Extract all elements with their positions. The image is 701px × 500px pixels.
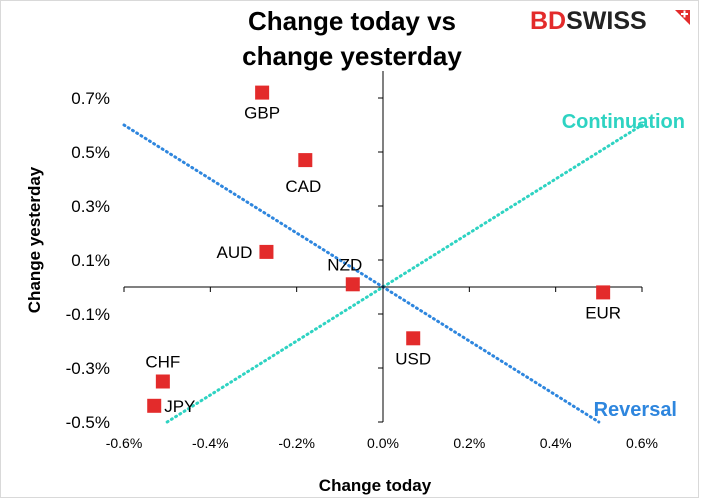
point-jpy-marker [147,398,162,413]
point-nzd-label: NZD [327,255,362,274]
y-tick-labels: 0.7% 0.5% 0.3% 0.1% -0.1% -0.3% -0.5% [66,89,383,432]
y-tick-label: 0.5% [71,143,110,162]
point-cad-marker [298,153,313,168]
y-tick-label: -0.3% [66,359,110,378]
point-gbp-marker [255,85,270,100]
point-usd-label: USD [395,349,431,368]
x-tick-label: 0.6% [626,435,658,451]
reference-line-reversal [122,123,601,424]
x-tick-label: -0.6% [106,435,143,451]
x-tick-label: 0.4% [540,435,572,451]
y-tick-label: 0.3% [71,197,110,216]
reference-lines [122,123,644,424]
y-tick-label: 0.1% [71,251,110,270]
point-aud-marker [259,244,274,259]
point-chf-marker [155,374,170,389]
point-cad-label: CAD [285,177,321,196]
x-tick-labels: -0.6% -0.4% -0.2% 0.0% 0.2% 0.4% 0.6% [106,287,658,451]
swiss-cross-icon [675,10,690,25]
chart-title-line-2: change yesterday [242,41,462,71]
y-tick-label: 0.7% [71,89,110,108]
point-aud-label: AUD [217,243,253,262]
x-tick-label: -0.4% [192,435,229,451]
data-points: GBP CAD AUD NZD EUR USD CHF JPY [145,85,621,416]
point-eur-marker [596,285,611,300]
logo-text-swiss: SWISS [566,7,647,35]
point-usd-marker [406,331,421,346]
y-tick-label: -0.5% [66,413,110,432]
x-tick-label: 0.0% [367,435,399,451]
logo-text-bd: BD [530,7,566,35]
x-tick-label: -0.2% [278,435,315,451]
annotation-reversal: Reversal [594,399,677,421]
y-tick-label: -0.1% [66,305,110,324]
svg-text:BDSWISS: BDSWISS [530,7,647,35]
reference-line-continuation [165,123,644,424]
annotation-continuation: Continuation [562,111,685,133]
point-jpy-label: JPY [164,397,195,416]
y-axis-title: Change yesterday [25,166,44,313]
bdswiss-logo: BDSWISS [530,7,690,35]
point-nzd-marker [345,277,360,292]
x-axis-title: Change today [319,476,432,495]
point-chf-label: CHF [145,353,180,372]
point-eur-label: EUR [585,303,621,322]
chart-title-line-1: Change today vs [248,6,456,36]
x-tick-label: 0.2% [453,435,485,451]
point-gbp-label: GBP [244,104,280,123]
